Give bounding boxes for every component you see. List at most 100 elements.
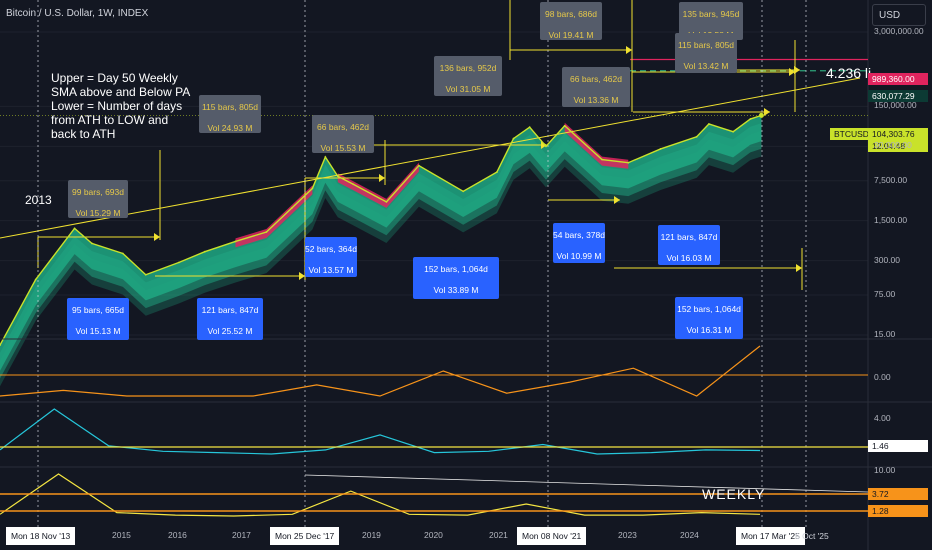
x-tick-label: 2015 bbox=[112, 530, 131, 540]
trend-line bbox=[0, 77, 861, 239]
price-point bbox=[707, 123, 710, 125]
price-label-green: 630,077.29 bbox=[868, 90, 928, 102]
bar-range-box[interactable]: 52 bars, 364d Vol 13.57 M bbox=[305, 237, 357, 277]
price-point bbox=[732, 130, 735, 133]
x-tick-label: 2024 bbox=[680, 530, 699, 540]
range-arrow bbox=[796, 264, 802, 272]
osc2-value-label-b: 1.28 bbox=[868, 505, 928, 517]
x-tick-label: 2020 bbox=[424, 530, 443, 540]
bar-range-box[interactable]: 115 bars, 805d Vol 13.42 M bbox=[675, 33, 737, 73]
range-arrow bbox=[154, 233, 160, 241]
bar-range-box[interactable]: 66 bars, 462d Vol 13.36 M bbox=[562, 67, 630, 107]
bar-range-volume: Vol 31.05 M bbox=[445, 84, 491, 94]
bar-range-box[interactable]: 95 bars, 665d Vol 15.13 M bbox=[67, 298, 129, 340]
weekly-label: WEEKLY bbox=[702, 486, 766, 502]
price-point bbox=[265, 231, 268, 233]
x-date-highlight: 6 Oct '25 bbox=[795, 531, 829, 541]
bar-range-volume: Vol 25.52 M bbox=[207, 326, 253, 336]
bear-segment bbox=[235, 185, 313, 248]
bar-range-volume: Vol 15.53 M bbox=[320, 143, 366, 153]
price-point bbox=[749, 118, 752, 120]
price-point bbox=[512, 137, 515, 140]
x-date-highlight: Mon 25 Dec '17 bbox=[270, 527, 340, 545]
y-tick-label: 15.00 bbox=[874, 329, 896, 339]
bar-range-count: 121 bars, 847d bbox=[201, 305, 259, 315]
range-arrow bbox=[379, 174, 385, 182]
x-date-highlight: Mon 17 Mar '25 bbox=[736, 527, 805, 545]
indicator-panes bbox=[0, 338, 932, 517]
bar-range-box[interactable]: 121 bars, 847d Vol 25.52 M bbox=[197, 298, 263, 340]
symbol-label: BTCUSD bbox=[830, 128, 869, 140]
bear-segment bbox=[564, 122, 629, 169]
bar-range-count: 98 bars, 686d bbox=[545, 9, 597, 19]
price-point bbox=[121, 252, 124, 255]
price-point bbox=[627, 161, 630, 164]
range-arrow bbox=[764, 108, 770, 116]
range-arrow bbox=[299, 272, 305, 280]
osc2-value-label-a: 3.72 bbox=[868, 488, 928, 500]
bar-range-count: 152 bars, 1,064d bbox=[677, 304, 741, 314]
price-point bbox=[352, 183, 355, 186]
bar-range-box[interactable]: 121 bars, 847d Vol 16.03 M bbox=[658, 225, 720, 265]
x-tick-label: 2023 bbox=[618, 530, 637, 540]
currency-button[interactable]: USD bbox=[872, 4, 926, 26]
bar-range-count: 136 bars, 952d bbox=[439, 63, 497, 73]
price-point bbox=[144, 273, 147, 276]
bar-range-box[interactable]: 66 bars, 462d Vol 15.53 M bbox=[312, 115, 374, 153]
price-point bbox=[385, 200, 388, 203]
bar-range-volume: Vol 16.03 M bbox=[666, 253, 712, 263]
price-point bbox=[495, 171, 498, 174]
bar-range-volume: Vol 15.29 M bbox=[75, 208, 121, 218]
bar-range-count: 115 bars, 805d bbox=[201, 102, 259, 112]
bar-range-box[interactable]: 152 bars, 1,064d Vol 16.31 M bbox=[675, 297, 743, 339]
bar-range-count: 135 bars, 945d bbox=[682, 9, 740, 19]
ribbon-band bbox=[0, 123, 762, 379]
y-tick-label: 300.00 bbox=[874, 254, 900, 265]
range-arrow bbox=[626, 46, 632, 54]
x-tick-label: 2016 bbox=[168, 530, 187, 540]
bar-range-volume: Vol 15.13 M bbox=[75, 326, 121, 336]
bar-range-count: 115 bars, 805d bbox=[677, 40, 735, 50]
price-point bbox=[563, 124, 566, 127]
price-label-red: 989,360.00 bbox=[868, 73, 928, 85]
bar-range-volume: Vol 10.99 M bbox=[556, 251, 602, 261]
indicator-line bbox=[0, 408, 761, 455]
price-point bbox=[462, 190, 465, 193]
last-price-label: 104,303.76 bbox=[868, 128, 928, 140]
price-point bbox=[418, 164, 420, 167]
bar-range-volume: Vol 19.41 M bbox=[548, 30, 594, 40]
price-point bbox=[90, 242, 93, 245]
bar-range-box[interactable]: 54 bars, 378d Vol 10.99 M bbox=[553, 223, 605, 263]
bar-range-volume: Vol 13.36 M bbox=[573, 95, 619, 105]
bar-range-box[interactable]: 115 bars, 805d Vol 24.93 M bbox=[199, 95, 261, 133]
bar-range-box[interactable]: 152 bars, 1,064d Vol 33.89 M bbox=[413, 257, 499, 299]
x-date-highlight: Mon 08 Nov '21 bbox=[517, 527, 587, 545]
bar-range-count: 121 bars, 847d bbox=[660, 232, 718, 242]
indicator-line bbox=[0, 345, 761, 397]
bar-range-count: 54 bars, 378d bbox=[553, 230, 605, 240]
annotation-lines bbox=[0, 0, 868, 527]
bar-range-box[interactable]: 136 bars, 952d Vol 31.05 M bbox=[434, 56, 502, 96]
ribbon-band bbox=[0, 130, 762, 387]
y-tick-label: 7,500.00 bbox=[874, 174, 908, 185]
price-point bbox=[659, 148, 662, 150]
bar-range-box[interactable]: 99 bars, 693d Vol 15.29 M bbox=[68, 180, 128, 218]
osc1-value-label: 1.46 bbox=[868, 440, 928, 452]
price-point bbox=[695, 135, 698, 138]
bar-range-volume: Vol 13.42 M bbox=[683, 61, 729, 71]
y-tick-label: 3,000,000.00 bbox=[874, 26, 924, 36]
range-arrow bbox=[614, 196, 620, 204]
price-point bbox=[311, 187, 314, 190]
price-point bbox=[203, 250, 206, 253]
y-tick-label: 150,000.00 bbox=[874, 100, 917, 111]
fib-level-label: 4.236 li bbox=[826, 65, 872, 81]
indicator-y-tick: 10.00 bbox=[874, 465, 896, 475]
bar-range-volume: Vol 13.57 M bbox=[308, 265, 354, 275]
bar-range-volume: Vol 16.31 M bbox=[686, 325, 732, 335]
x-date-highlight: Mon 18 Nov '13 bbox=[6, 527, 76, 545]
y-tick-label: 75.00 bbox=[874, 289, 896, 300]
indicator-y-tick: 0.00 bbox=[874, 372, 891, 382]
bar-range-box[interactable]: 98 bars, 686d Vol 19.41 M bbox=[540, 2, 602, 40]
price-point bbox=[601, 158, 603, 161]
